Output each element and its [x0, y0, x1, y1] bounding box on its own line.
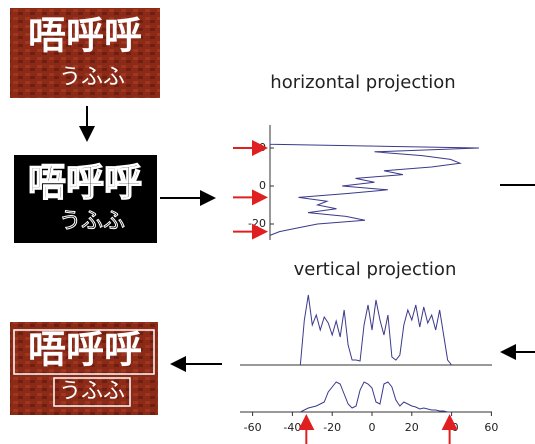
projection-curve: [299, 294, 452, 366]
plot-title: horizontal projection: [270, 72, 455, 93]
text-box: [53, 377, 131, 407]
y-tick-label: 0: [259, 179, 266, 192]
x-tick-label: -20: [323, 421, 341, 434]
x-tick-label: 0: [369, 421, 376, 434]
image-text: 唔呼呼: [28, 328, 142, 372]
source-image: [10, 8, 160, 98]
image-text: 唔呼呼: [28, 14, 142, 58]
y-tick-label: -20: [248, 217, 266, 230]
image-text: うふふ: [59, 209, 125, 234]
x-tick-label: 40: [445, 421, 459, 434]
image-text: 唔呼呼: [28, 161, 142, 205]
edge-image: [14, 155, 157, 243]
result-image: [10, 322, 158, 415]
x-tick-label: 60: [484, 421, 498, 434]
x-tick-label: -40: [283, 421, 301, 434]
image-text: うふふ: [59, 379, 125, 404]
x-tick-label: 20: [405, 421, 419, 434]
projection-curve: [300, 381, 452, 413]
image-text: うふふ: [59, 65, 125, 90]
text-box: [13, 329, 155, 375]
projection-curve: [269, 140, 480, 236]
plot-title: vertical projection: [294, 259, 457, 280]
x-tick-label: -60: [244, 421, 262, 434]
